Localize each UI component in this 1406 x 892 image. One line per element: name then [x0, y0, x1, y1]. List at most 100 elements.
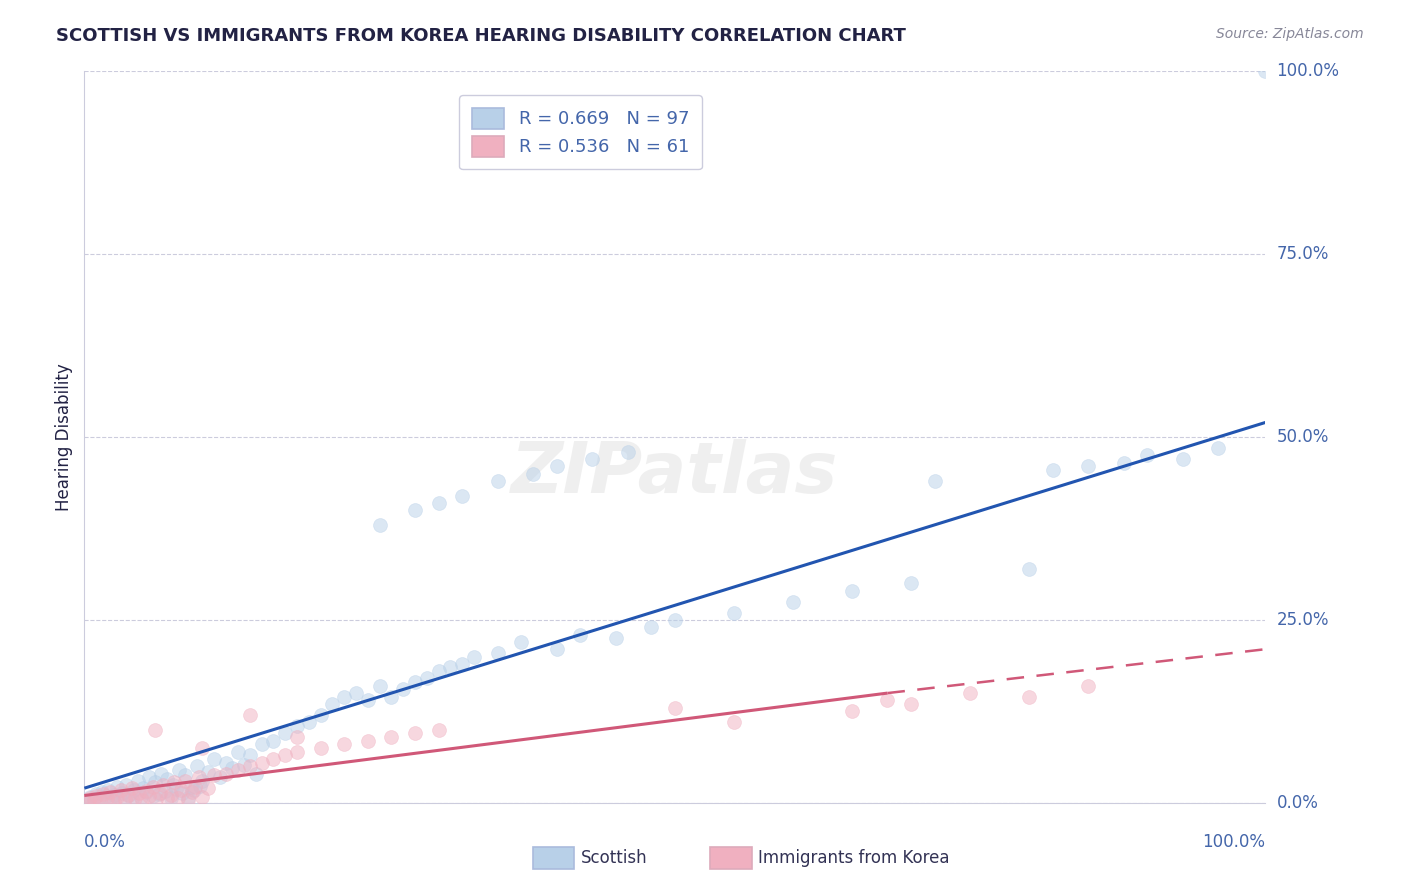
Point: [96, 790, 118, 805]
Point: [924, 474, 946, 488]
Point: [333, 737, 356, 751]
Point: [177, 793, 200, 807]
Point: [416, 672, 439, 686]
Point: [148, 787, 170, 801]
Point: [84, 789, 107, 804]
Point: [77, 794, 100, 808]
Point: [156, 772, 179, 787]
Point: [1136, 449, 1159, 463]
Point: [143, 775, 166, 789]
Point: [959, 686, 981, 700]
Point: [197, 781, 219, 796]
Point: [187, 770, 209, 784]
Point: [97, 782, 120, 797]
Point: [100, 793, 122, 807]
Point: [108, 790, 131, 805]
Point: [107, 789, 129, 804]
Point: [344, 686, 367, 700]
Point: [188, 779, 211, 793]
Point: [262, 733, 284, 747]
Point: [380, 730, 402, 744]
Point: [239, 759, 262, 773]
Point: [333, 690, 356, 704]
Text: 0.0%: 0.0%: [84, 833, 127, 851]
Point: [239, 708, 262, 723]
Point: [900, 576, 922, 591]
Point: [83, 792, 105, 806]
Point: [110, 782, 132, 797]
Point: [239, 748, 262, 763]
Point: [616, 444, 638, 458]
Point: [117, 788, 139, 802]
Point: [156, 790, 179, 805]
Point: [142, 780, 165, 794]
Point: [451, 489, 474, 503]
Point: [103, 789, 125, 803]
Point: [298, 715, 321, 730]
Point: [127, 773, 149, 788]
Text: ZIPatlas: ZIPatlas: [512, 439, 838, 508]
Point: [180, 780, 202, 795]
Point: [285, 745, 308, 759]
Point: [404, 726, 426, 740]
Point: [128, 786, 150, 800]
Point: [173, 768, 195, 782]
Text: SCOTTISH VS IMMIGRANTS FROM KOREA HEARING DISABILITY CORRELATION CHART: SCOTTISH VS IMMIGRANTS FROM KOREA HEARIN…: [56, 27, 905, 45]
Point: [262, 752, 284, 766]
Point: [153, 784, 176, 798]
Point: [202, 752, 225, 766]
Point: [321, 697, 343, 711]
Point: [357, 693, 380, 707]
Point: [368, 679, 391, 693]
Point: [138, 770, 160, 784]
Point: [226, 763, 249, 777]
Legend: R = 0.669   N = 97, R = 0.536   N = 61: R = 0.669 N = 97, R = 0.536 N = 61: [458, 95, 702, 169]
Point: [569, 627, 592, 641]
Point: [166, 791, 188, 805]
Point: [215, 766, 238, 780]
Point: [166, 781, 188, 796]
Point: [215, 756, 238, 770]
Text: 100.0%: 100.0%: [1277, 62, 1340, 80]
Point: [1042, 463, 1064, 477]
Point: [83, 794, 105, 808]
Text: 0.0%: 0.0%: [1277, 794, 1319, 812]
Point: [107, 780, 129, 794]
Point: [221, 761, 243, 775]
Point: [111, 786, 134, 800]
Point: [122, 782, 145, 797]
Point: [427, 496, 450, 510]
Point: [427, 723, 450, 737]
Point: [79, 789, 101, 804]
Point: [226, 745, 249, 759]
Point: [121, 792, 143, 806]
Point: [309, 740, 332, 755]
Text: 75.0%: 75.0%: [1277, 245, 1329, 263]
Point: [1112, 456, 1135, 470]
Point: [138, 789, 160, 804]
Point: [186, 759, 208, 773]
Point: [1018, 562, 1040, 576]
Point: [605, 632, 627, 646]
Point: [640, 620, 662, 634]
Point: [664, 613, 686, 627]
Text: Scottish: Scottish: [581, 848, 647, 867]
Point: [404, 503, 426, 517]
Point: [357, 733, 380, 747]
Point: [191, 740, 214, 755]
Point: [486, 474, 509, 488]
Text: Source: ZipAtlas.com: Source: ZipAtlas.com: [1216, 27, 1364, 41]
Point: [159, 790, 181, 805]
Point: [1018, 690, 1040, 704]
Point: [89, 793, 111, 807]
Point: [202, 768, 225, 782]
Point: [162, 777, 184, 792]
Text: 100.0%: 100.0%: [1202, 833, 1265, 851]
Point: [486, 646, 509, 660]
Point: [191, 773, 214, 788]
Point: [183, 783, 205, 797]
Point: [87, 791, 110, 805]
Text: 25.0%: 25.0%: [1277, 611, 1329, 629]
Point: [1077, 679, 1099, 693]
Point: [180, 785, 202, 799]
